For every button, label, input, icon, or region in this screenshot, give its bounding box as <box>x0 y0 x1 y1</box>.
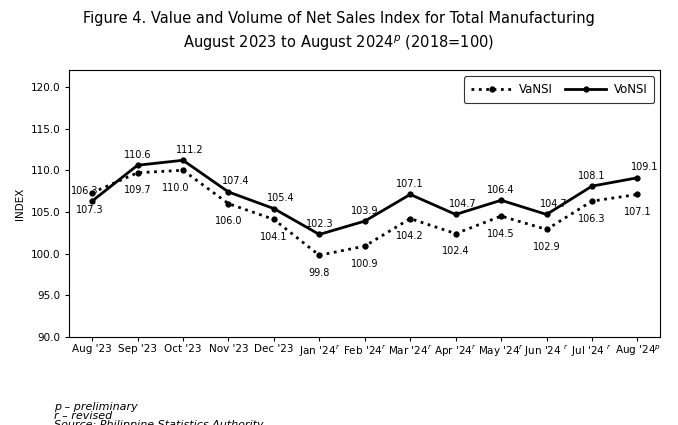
VoNSI <box>588 184 596 189</box>
Text: 111.2: 111.2 <box>176 144 203 155</box>
Text: 106.3: 106.3 <box>71 186 99 196</box>
VaNSI <box>270 217 278 222</box>
Text: 108.1: 108.1 <box>578 170 605 181</box>
VaNSI <box>497 213 505 218</box>
VoNSI <box>315 232 323 237</box>
VaNSI <box>179 168 187 173</box>
Text: 109.7: 109.7 <box>123 185 151 195</box>
Text: 107.1: 107.1 <box>624 207 652 217</box>
VaNSI <box>315 253 323 258</box>
Text: p – preliminary: p – preliminary <box>54 402 138 412</box>
VaNSI <box>224 201 233 206</box>
VoNSI <box>497 198 505 203</box>
VaNSI <box>88 190 96 196</box>
Text: 106.0: 106.0 <box>215 216 242 226</box>
Text: 104.7: 104.7 <box>449 199 477 209</box>
Text: Source: Philippine Statistics Authority: Source: Philippine Statistics Authority <box>54 420 264 425</box>
Text: 102.4: 102.4 <box>442 246 469 256</box>
Text: 107.3: 107.3 <box>75 205 103 215</box>
VoNSI <box>452 212 460 217</box>
Text: 107.1: 107.1 <box>397 179 424 189</box>
VoNSI <box>361 218 369 224</box>
VoNSI <box>134 163 142 168</box>
VoNSI <box>406 192 414 197</box>
VaNSI <box>406 216 414 221</box>
Line: VoNSI: VoNSI <box>89 158 640 237</box>
VoNSI <box>270 206 278 211</box>
Text: 102.3: 102.3 <box>306 219 333 229</box>
Text: 104.1: 104.1 <box>260 232 287 242</box>
Text: Figure 4. Value and Volume of Net Sales Index for Total Manufacturing
August 202: Figure 4. Value and Volume of Net Sales … <box>83 11 595 53</box>
VoNSI <box>224 190 233 195</box>
Text: 106.3: 106.3 <box>578 214 605 224</box>
VoNSI <box>179 158 187 163</box>
VaNSI <box>633 192 641 197</box>
Y-axis label: INDEX: INDEX <box>15 187 25 220</box>
Text: 109.1: 109.1 <box>631 162 658 172</box>
Text: 105.4: 105.4 <box>267 193 295 203</box>
VoNSI <box>88 198 96 204</box>
Text: 102.9: 102.9 <box>533 242 561 252</box>
VaNSI <box>542 227 551 232</box>
Text: 100.9: 100.9 <box>351 258 378 269</box>
Text: 107.4: 107.4 <box>222 176 250 187</box>
Text: 104.7: 104.7 <box>540 199 567 209</box>
Text: 99.8: 99.8 <box>308 268 330 278</box>
Text: 103.9: 103.9 <box>351 206 378 215</box>
VaNSI <box>588 198 596 204</box>
VaNSI <box>361 244 369 249</box>
Legend: VaNSI, VoNSI: VaNSI, VoNSI <box>464 76 654 103</box>
Text: 110.0: 110.0 <box>162 183 190 193</box>
Text: 104.2: 104.2 <box>397 231 424 241</box>
Text: 104.5: 104.5 <box>487 229 515 238</box>
Text: 110.6: 110.6 <box>124 150 151 160</box>
Text: r – revised: r – revised <box>54 411 113 421</box>
VaNSI <box>452 231 460 236</box>
Line: VaNSI: VaNSI <box>89 168 640 258</box>
VoNSI <box>633 175 641 180</box>
Text: 106.4: 106.4 <box>487 185 515 195</box>
VoNSI <box>542 212 551 217</box>
VaNSI <box>134 170 142 176</box>
